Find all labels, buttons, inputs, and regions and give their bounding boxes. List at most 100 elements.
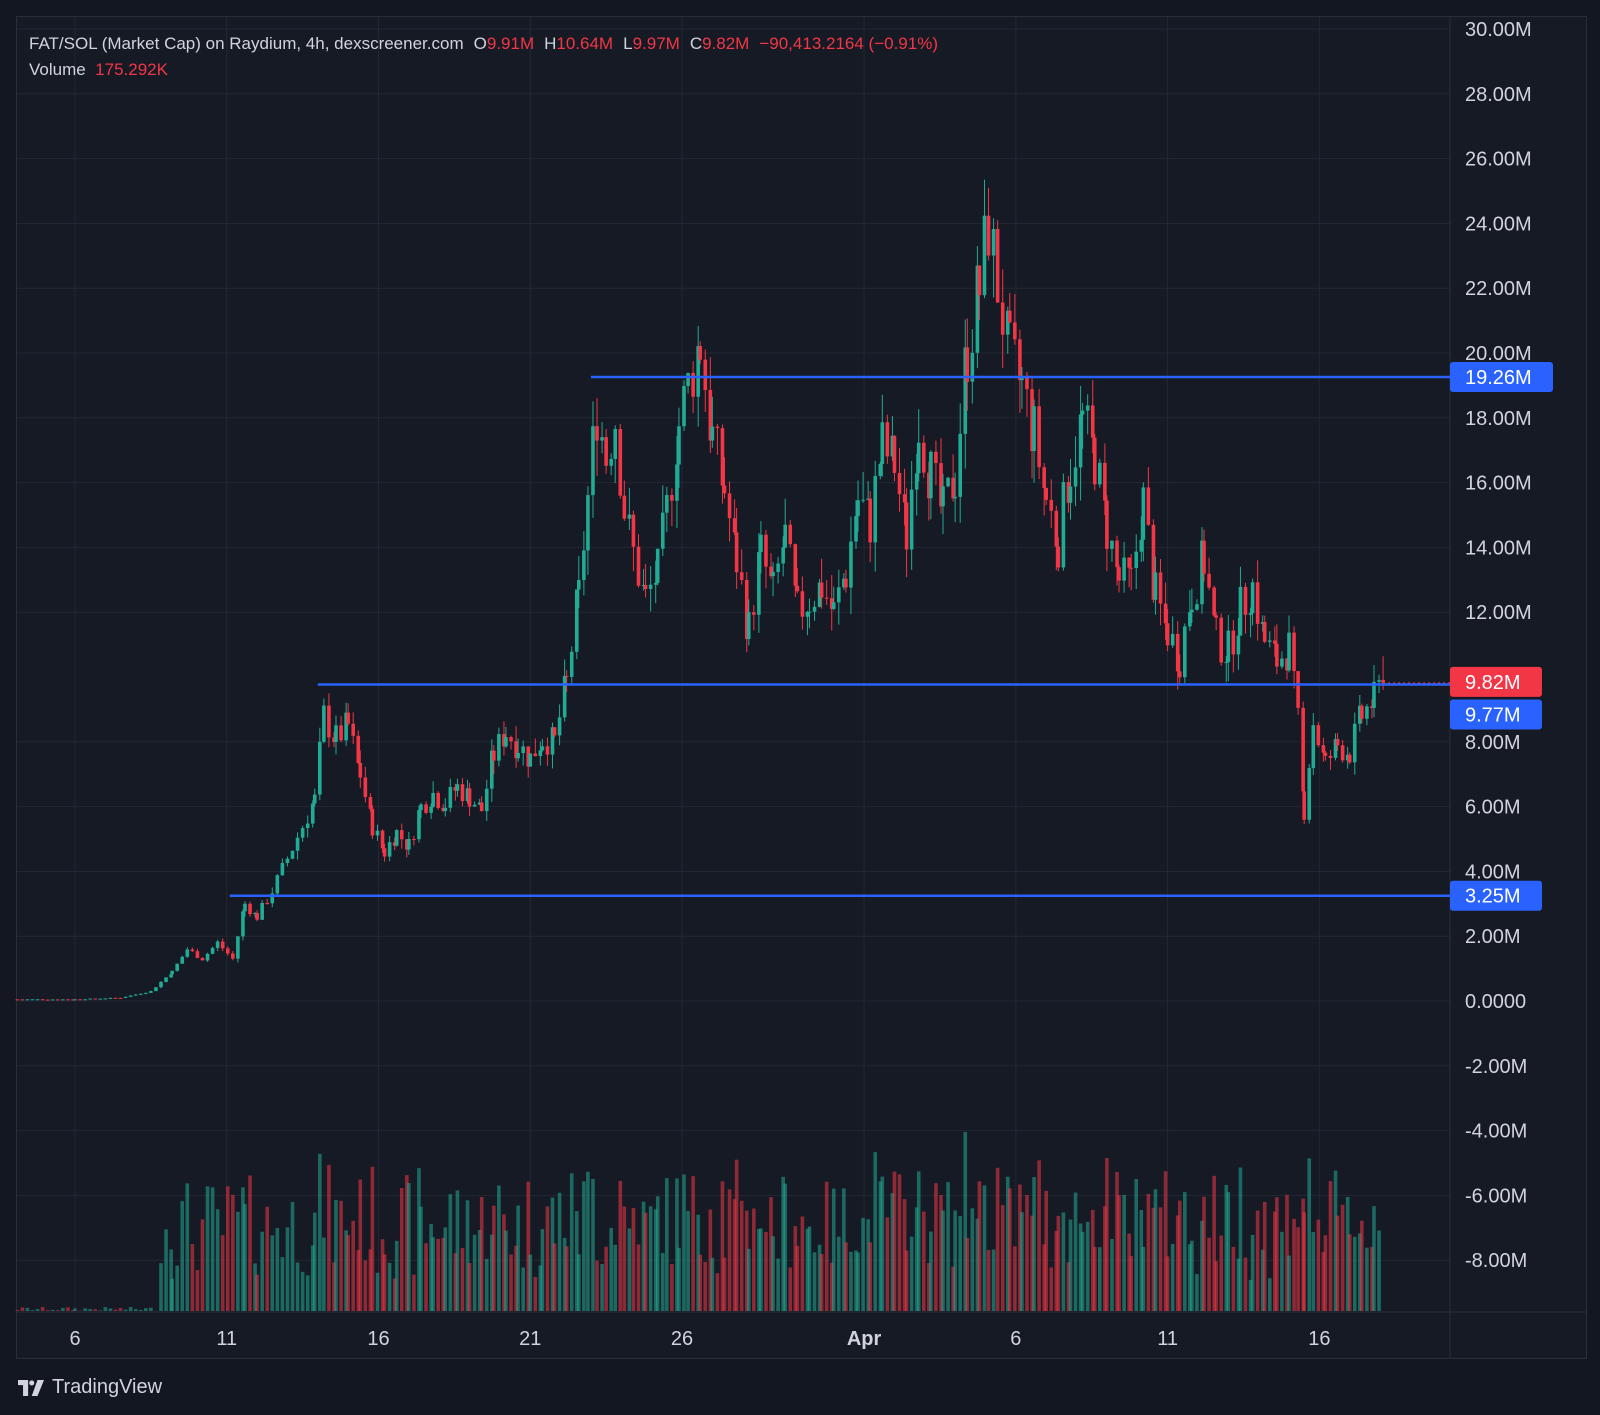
candle[interactable] [953, 472, 957, 523]
candle[interactable] [975, 246, 980, 369]
candle[interactable] [128, 995, 133, 997]
candle[interactable] [210, 946, 215, 955]
candle[interactable] [842, 573, 846, 590]
candle[interactable] [253, 912, 257, 918]
candle[interactable] [424, 801, 428, 815]
candle[interactable] [929, 450, 933, 520]
candle[interactable] [465, 779, 470, 804]
candle[interactable] [995, 220, 1000, 303]
tradingview-brand[interactable]: TradingView [18, 1376, 162, 1399]
candle[interactable] [795, 568, 800, 594]
candle[interactable] [892, 435, 897, 482]
candle[interactable] [783, 498, 787, 549]
candle[interactable] [844, 569, 848, 593]
candle[interactable] [921, 435, 926, 478]
candle[interactable] [1260, 615, 1265, 632]
candle[interactable] [1255, 560, 1260, 641]
candle[interactable] [991, 218, 996, 298]
candle[interactable] [781, 536, 785, 577]
candle[interactable] [757, 532, 761, 633]
candle[interactable] [225, 946, 230, 956]
candle[interactable] [793, 543, 798, 598]
candle[interactable] [641, 568, 646, 591]
candle[interactable] [387, 835, 392, 862]
candle[interactable] [769, 553, 773, 579]
candle[interactable] [939, 438, 943, 514]
candle[interactable] [1321, 737, 1326, 762]
candle[interactable] [837, 569, 841, 625]
candle[interactable] [675, 436, 679, 529]
candle[interactable] [732, 499, 737, 536]
candle[interactable] [1370, 699, 1374, 719]
candle[interactable] [1226, 614, 1231, 682]
candle[interactable] [248, 901, 252, 917]
candle[interactable] [419, 802, 423, 819]
candle[interactable] [708, 357, 713, 453]
candle[interactable] [149, 990, 153, 993]
candle[interactable] [327, 693, 331, 748]
candle[interactable] [1117, 564, 1121, 593]
candle[interactable] [56, 999, 60, 1001]
chart-pane[interactable] [16, 16, 1587, 1359]
candle[interactable] [334, 715, 338, 755]
candle[interactable] [866, 481, 870, 501]
candle[interactable] [613, 425, 618, 483]
candle[interactable] [1127, 557, 1131, 588]
candle[interactable] [1365, 704, 1369, 726]
candle[interactable] [812, 600, 817, 621]
candle[interactable] [215, 939, 220, 952]
candle[interactable] [1372, 664, 1376, 718]
candle[interactable] [655, 548, 660, 586]
candle[interactable] [1182, 623, 1187, 683]
candle[interactable] [1275, 624, 1279, 675]
candle[interactable] [382, 843, 387, 862]
candle[interactable] [1139, 516, 1144, 562]
candle[interactable] [817, 578, 822, 608]
candle[interactable] [270, 887, 275, 908]
candle[interactable] [958, 403, 963, 523]
candle[interactable] [927, 461, 931, 521]
candle[interactable] [133, 994, 138, 996]
candle[interactable] [1105, 495, 1109, 572]
candle[interactable] [1352, 712, 1357, 775]
candle[interactable] [180, 955, 185, 964]
candle[interactable] [557, 704, 562, 746]
candle[interactable] [20, 999, 25, 1001]
candle[interactable] [1080, 402, 1085, 449]
candle[interactable] [677, 407, 681, 488]
candle[interactable] [703, 349, 708, 412]
candle[interactable] [682, 380, 686, 432]
candle[interactable] [951, 454, 955, 502]
candle[interactable] [538, 741, 543, 766]
candle[interactable] [138, 993, 143, 995]
candle[interactable] [113, 997, 118, 999]
candle[interactable] [653, 560, 658, 604]
candle[interactable] [195, 948, 200, 959]
candle[interactable] [643, 563, 648, 598]
candle[interactable] [502, 721, 506, 756]
candle[interactable] [577, 556, 581, 608]
candle[interactable] [441, 803, 446, 813]
candle[interactable] [788, 520, 793, 548]
candle[interactable] [909, 461, 914, 570]
candle[interactable] [521, 740, 525, 766]
candle[interactable] [164, 977, 168, 983]
candle[interactable] [977, 265, 982, 321]
candle[interactable] [1262, 615, 1267, 644]
candle[interactable] [467, 782, 472, 816]
candle[interactable] [1301, 701, 1305, 803]
candle[interactable] [1098, 458, 1102, 488]
candle[interactable] [609, 453, 613, 476]
candle[interactable] [552, 727, 557, 738]
candle[interactable] [394, 829, 399, 847]
candle[interactable] [66, 999, 70, 1001]
candle[interactable] [1243, 582, 1248, 634]
candle[interactable] [829, 575, 834, 631]
candle[interactable] [1335, 733, 1340, 751]
candle[interactable] [1103, 443, 1107, 516]
candle[interactable] [169, 973, 173, 978]
candle[interactable] [744, 572, 749, 653]
candle[interactable] [595, 398, 599, 476]
candle[interactable] [322, 698, 326, 744]
